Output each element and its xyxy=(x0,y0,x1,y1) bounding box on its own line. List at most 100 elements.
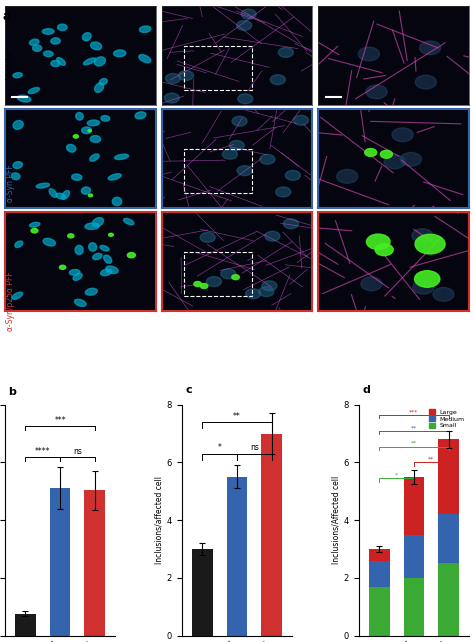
Ellipse shape xyxy=(36,183,49,188)
Ellipse shape xyxy=(82,33,91,41)
Circle shape xyxy=(260,154,275,164)
Circle shape xyxy=(412,229,433,243)
Text: *: * xyxy=(218,444,222,453)
Bar xyxy=(438,439,459,514)
Ellipse shape xyxy=(13,73,22,78)
Circle shape xyxy=(419,41,441,55)
Y-axis label: Inclusions/Affected cell: Inclusions/Affected cell xyxy=(332,476,341,564)
Ellipse shape xyxy=(29,222,40,227)
Ellipse shape xyxy=(139,26,151,33)
Circle shape xyxy=(232,116,247,126)
Ellipse shape xyxy=(57,58,65,65)
Ellipse shape xyxy=(90,135,100,143)
Ellipse shape xyxy=(49,189,57,198)
Circle shape xyxy=(206,277,221,286)
Circle shape xyxy=(88,130,91,132)
Ellipse shape xyxy=(100,245,109,251)
Text: α-Syn/p25α PFF: α-Syn/p25α PFF xyxy=(6,271,15,331)
Circle shape xyxy=(201,284,208,288)
Bar xyxy=(438,514,459,564)
Text: ns: ns xyxy=(73,447,82,456)
Ellipse shape xyxy=(91,42,101,50)
Ellipse shape xyxy=(101,116,110,121)
Circle shape xyxy=(262,281,277,291)
Circle shape xyxy=(68,234,74,238)
Ellipse shape xyxy=(29,39,39,46)
Circle shape xyxy=(413,280,434,294)
Ellipse shape xyxy=(92,254,102,259)
Text: ***: *** xyxy=(409,410,419,414)
Ellipse shape xyxy=(51,60,60,67)
Circle shape xyxy=(246,289,261,299)
Circle shape xyxy=(59,265,66,270)
Bar xyxy=(192,549,213,636)
Text: α-Syn PFF: α-Syn PFF xyxy=(6,164,15,202)
Ellipse shape xyxy=(74,299,86,306)
Ellipse shape xyxy=(114,50,126,56)
Circle shape xyxy=(415,271,440,287)
Ellipse shape xyxy=(42,29,54,34)
Circle shape xyxy=(222,150,237,159)
Ellipse shape xyxy=(13,121,23,129)
Ellipse shape xyxy=(83,58,96,65)
Ellipse shape xyxy=(57,24,67,31)
Circle shape xyxy=(366,85,387,99)
Circle shape xyxy=(401,152,421,166)
Circle shape xyxy=(73,135,79,138)
Ellipse shape xyxy=(13,162,22,168)
Circle shape xyxy=(238,94,253,103)
Ellipse shape xyxy=(75,245,83,255)
Circle shape xyxy=(415,75,437,89)
Text: a: a xyxy=(2,10,11,22)
Bar xyxy=(50,488,71,636)
Ellipse shape xyxy=(51,38,60,44)
Bar xyxy=(369,560,390,587)
Ellipse shape xyxy=(18,95,31,102)
Circle shape xyxy=(221,269,236,279)
Text: **: ** xyxy=(428,457,434,462)
Circle shape xyxy=(358,47,379,61)
Ellipse shape xyxy=(95,83,104,92)
Ellipse shape xyxy=(44,51,53,56)
Text: **: ** xyxy=(411,441,417,446)
Circle shape xyxy=(128,252,136,258)
Ellipse shape xyxy=(87,120,100,126)
Ellipse shape xyxy=(12,292,23,299)
Ellipse shape xyxy=(72,174,82,180)
Text: d: d xyxy=(362,385,370,395)
Circle shape xyxy=(237,166,252,175)
Circle shape xyxy=(278,48,293,57)
Circle shape xyxy=(165,74,181,83)
Bar xyxy=(227,477,247,636)
Ellipse shape xyxy=(66,144,76,152)
Circle shape xyxy=(392,128,413,142)
Circle shape xyxy=(337,169,358,184)
Bar xyxy=(261,433,282,636)
Circle shape xyxy=(229,141,244,150)
Ellipse shape xyxy=(115,154,128,159)
Text: b: b xyxy=(8,388,16,397)
Text: ***: *** xyxy=(54,416,66,425)
Circle shape xyxy=(194,282,201,286)
Circle shape xyxy=(89,194,92,196)
Ellipse shape xyxy=(43,238,55,246)
Circle shape xyxy=(384,155,405,169)
Bar xyxy=(15,614,36,636)
Circle shape xyxy=(433,288,454,301)
Bar xyxy=(369,587,390,636)
Ellipse shape xyxy=(100,269,112,276)
Ellipse shape xyxy=(56,193,65,199)
Bar xyxy=(403,578,424,636)
Ellipse shape xyxy=(28,87,39,94)
Ellipse shape xyxy=(33,45,42,51)
Circle shape xyxy=(241,9,256,19)
Text: *: * xyxy=(395,473,398,478)
Ellipse shape xyxy=(124,218,134,225)
Ellipse shape xyxy=(76,112,83,120)
Text: Vehicle: Vehicle xyxy=(6,51,15,79)
Circle shape xyxy=(232,275,239,280)
Ellipse shape xyxy=(82,127,91,134)
Bar xyxy=(403,477,424,535)
Ellipse shape xyxy=(85,288,97,295)
Circle shape xyxy=(164,93,179,103)
